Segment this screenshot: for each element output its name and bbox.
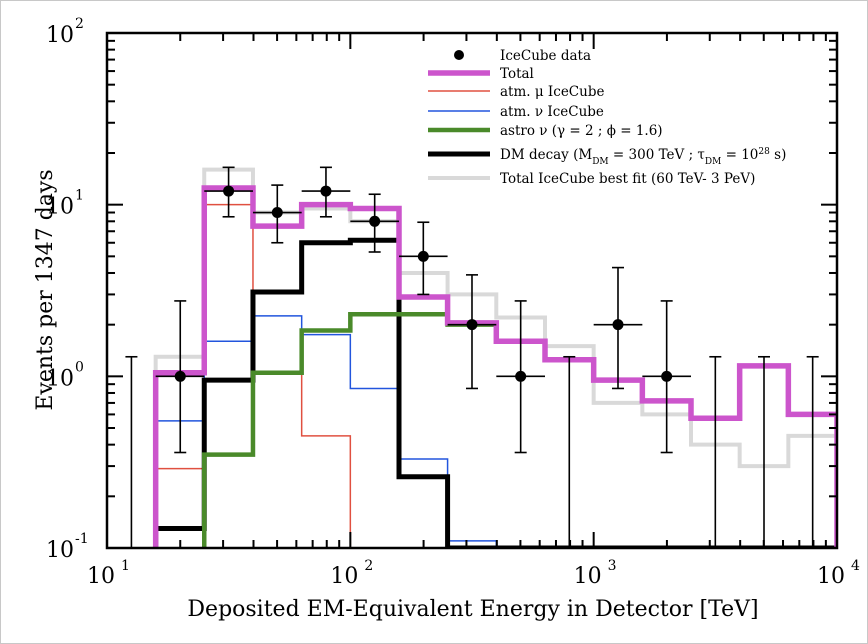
data-marker — [320, 185, 332, 197]
y-tick-exponent: 2 — [75, 16, 84, 32]
legend-label: Total — [500, 66, 534, 82]
y-tick-exponent: 1 — [75, 188, 84, 204]
data-marker — [369, 215, 381, 227]
data-marker — [612, 319, 624, 331]
data-point — [496, 300, 546, 454]
y-tick-exponent: -1 — [75, 531, 89, 547]
y-tick-label: 10 — [46, 366, 74, 391]
legend-item: astro ν (γ = 2 ; ϕ = 1.6) — [428, 123, 663, 139]
data-point — [642, 300, 692, 454]
plot-frame — [105, 31, 839, 550]
data-point — [155, 300, 205, 454]
legend-label: IceCube data — [500, 48, 591, 64]
upper-limit — [563, 355, 576, 548]
legend-label: atm. ν IceCube — [500, 104, 604, 120]
data-point — [252, 184, 302, 244]
data-point — [399, 221, 448, 296]
legend-label: DM decay (MDM = 300 TeV ; τDM = 1028 s) — [500, 147, 786, 167]
series-atm-icecube — [154, 315, 837, 548]
series-layer — [152, 167, 837, 548]
x-tick-label: 10 — [330, 564, 358, 589]
y-tick-exponent: 0 — [75, 359, 84, 375]
x-tick-exponent: 1 — [121, 558, 130, 574]
data-marker — [515, 370, 527, 382]
data-point — [350, 193, 400, 253]
x-tick-label: 10 — [817, 564, 845, 589]
legend-item: Total — [428, 66, 534, 82]
x-tick-label: 10 — [574, 564, 602, 589]
y-axis-title: Events per 1347 days — [33, 169, 58, 410]
x-tick-exponent: 3 — [608, 558, 617, 574]
data-marker — [417, 250, 429, 262]
data-point — [447, 274, 497, 390]
upper-limit — [709, 355, 722, 548]
data-marker — [466, 319, 478, 331]
upper-limit — [806, 355, 819, 548]
y-tick-label: 10 — [46, 538, 74, 563]
x-tick-label: 10 — [87, 564, 115, 589]
series-total — [152, 185, 837, 548]
x-tick-exponent: 2 — [364, 558, 373, 574]
data-point — [204, 166, 253, 218]
legend-item: atm. ν IceCube — [428, 104, 604, 120]
legend-label: Total IceCube best fit (60 TeV- 3 PeV) — [500, 171, 755, 187]
legend: IceCube data Total atm. μ IceCube atm. ν Ic… — [428, 48, 786, 187]
legend-label: atm. μ IceCube — [500, 84, 604, 100]
legend-label: astro ν (γ = 2 ; ϕ = 1.6) — [500, 123, 663, 139]
data-points-layer — [125, 166, 819, 548]
data-marker — [223, 185, 235, 197]
data-point — [593, 266, 643, 390]
y-tick-label: 10 — [46, 195, 74, 220]
upper-limit — [758, 355, 771, 548]
legend-item: atm. μ IceCube — [428, 84, 604, 100]
legend-item: IceCube data — [454, 48, 591, 64]
x-tick-exponent: 4 — [851, 558, 860, 574]
legend-item: DM decay (MDM = 300 TeV ; τDM = 1028 s) — [428, 147, 786, 167]
data-point — [301, 166, 351, 218]
data-marker — [174, 370, 186, 382]
y-tick-label: 10 — [46, 23, 74, 48]
legend-item: Total IceCube best fit (60 TeV- 3 PeV) — [428, 171, 755, 187]
upper-limit — [125, 355, 138, 548]
legend-marker — [454, 50, 464, 60]
data-marker — [271, 207, 283, 219]
axes-layer: 10 1 10 2 10 3 10 410 -110 010 110 2 — [46, 16, 860, 589]
data-marker — [661, 370, 673, 382]
x-axis-title: Deposited EM-Equivalent Energy in Detect… — [187, 597, 758, 622]
